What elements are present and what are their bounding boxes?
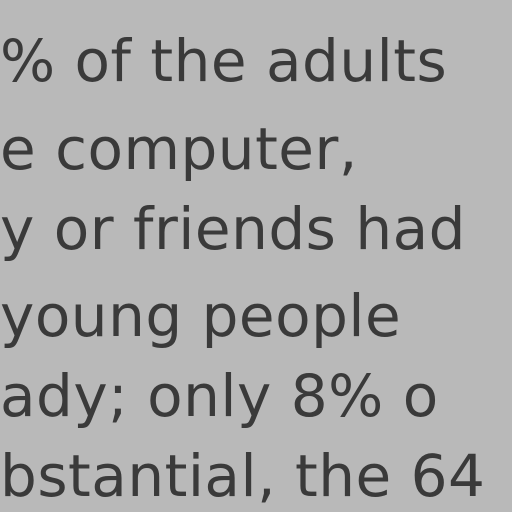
text-line-5: ady; only 8% o bbox=[0, 362, 439, 430]
text-line-3: y or friends had bbox=[0, 195, 466, 263]
text-line-4: young people bbox=[0, 282, 402, 350]
text-line-1: % of the adults bbox=[0, 27, 448, 95]
text-line-6: bstantial, the 64 bbox=[0, 442, 486, 510]
text-line-2: e computer, bbox=[0, 115, 358, 183]
